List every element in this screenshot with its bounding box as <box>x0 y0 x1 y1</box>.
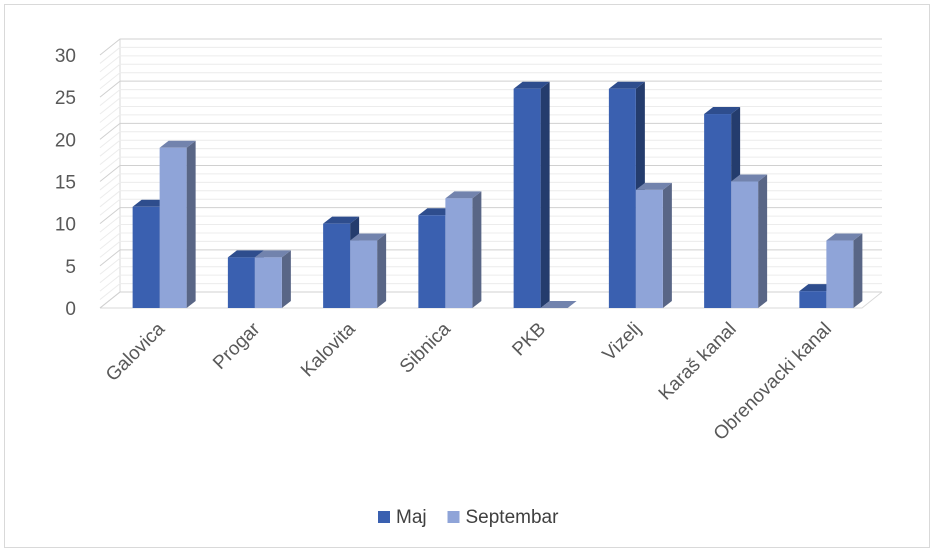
bar-front <box>635 189 663 308</box>
bar-side <box>853 233 863 308</box>
bar-top <box>254 250 291 258</box>
legend-swatch <box>447 511 460 523</box>
y-tick-label: 10 <box>55 215 76 236</box>
legend-label: Maj <box>396 507 427 528</box>
gridline-minor <box>99 46 882 64</box>
bar <box>254 250 291 308</box>
bar <box>826 233 863 308</box>
bar <box>731 174 768 308</box>
bar-side <box>281 250 291 308</box>
bar-front <box>254 257 282 308</box>
bar-top <box>445 191 482 199</box>
y-tick-label: 30 <box>55 46 76 67</box>
x-tick-label: Progar <box>209 318 265 374</box>
y-tick-label: 15 <box>55 173 76 194</box>
bar-front <box>826 240 854 308</box>
bar-front <box>418 215 446 308</box>
legend-label: Septembar <box>466 507 560 528</box>
x-tick-label: Sibnica <box>396 318 455 377</box>
x-tick-label: PKB <box>508 319 550 361</box>
bar-top <box>159 140 196 148</box>
legend-item: Maj <box>378 507 427 528</box>
bar-top <box>635 182 672 190</box>
x-axis: Galovica Progar Kalovita Sibnica PKB Vizelj Ka… <box>102 318 836 445</box>
bar-front <box>132 206 160 308</box>
bar-side <box>540 81 550 308</box>
y-tick-label: 20 <box>55 130 76 151</box>
x-tick-label: Kalovita <box>297 318 360 381</box>
bar-top <box>350 233 387 241</box>
bar-side <box>186 140 196 308</box>
x-tick-label: Galovica <box>102 318 169 385</box>
legend-item: Septembar <box>447 507 560 528</box>
gridline-major <box>99 80 882 98</box>
bar-top <box>826 233 863 241</box>
bar-top <box>704 107 741 115</box>
bar <box>350 233 387 308</box>
bar-top <box>323 216 360 224</box>
x-tick-label: Vizelj <box>599 319 646 366</box>
bar-front <box>159 147 187 308</box>
bar-front <box>513 88 541 308</box>
chart-frame <box>4 4 930 548</box>
bar-side <box>377 233 387 308</box>
y-tick-label: 0 <box>65 299 76 320</box>
bar-front <box>445 198 473 308</box>
bar-front <box>227 257 255 308</box>
bar-side <box>662 182 672 308</box>
bar <box>635 182 672 308</box>
x-tick-label: Karaš kanal <box>655 319 741 405</box>
bar-top <box>731 174 768 182</box>
bar <box>445 191 482 308</box>
bar-front <box>323 223 351 308</box>
y-tick-label: 5 <box>65 257 76 278</box>
bar-front <box>350 240 378 308</box>
bar-side <box>758 174 768 308</box>
bar-top <box>513 81 550 89</box>
y-tick-label: 25 <box>55 88 76 109</box>
bar <box>540 301 577 308</box>
bar-front <box>799 291 827 308</box>
bar-top <box>540 301 577 308</box>
bar <box>513 81 550 308</box>
gridline-minor <box>99 55 882 73</box>
bar <box>159 140 196 308</box>
bar-front <box>704 114 732 309</box>
legend: Maj Septembar <box>378 507 559 528</box>
bar-side <box>472 191 482 308</box>
legend-swatch <box>378 511 390 523</box>
bar-top <box>227 250 264 258</box>
bar-front <box>608 88 636 308</box>
gridline-major <box>99 38 882 56</box>
y-axis: 0 5 10 15 20 25 30 <box>55 46 76 320</box>
bar-top <box>608 81 645 89</box>
bar-layer <box>132 81 863 309</box>
gridline-minor <box>99 63 882 81</box>
gridline-minor <box>99 72 882 90</box>
bar-front <box>731 181 759 308</box>
